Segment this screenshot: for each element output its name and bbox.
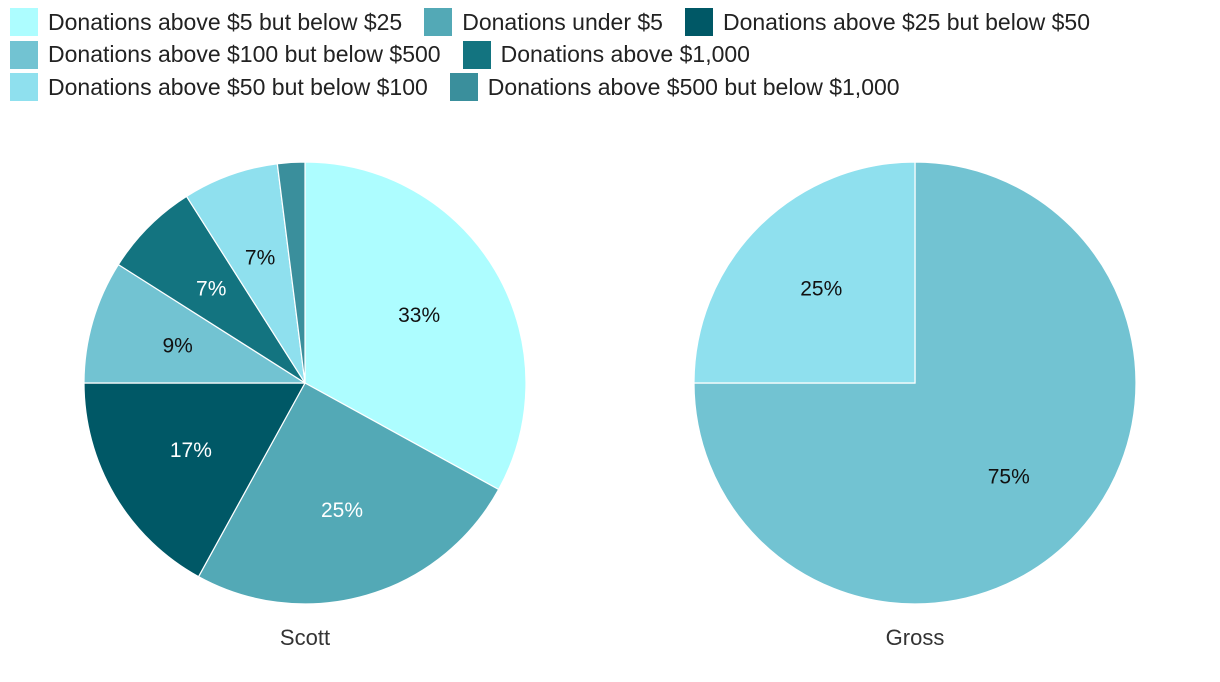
- legend-row: Donations above $50 but below $100 Donat…: [10, 71, 1210, 104]
- legend-item: Donations above $1,000: [462, 40, 750, 69]
- legend-item: Donations above $500 but below $1,000: [449, 73, 900, 102]
- slice-label: 25%: [800, 278, 842, 301]
- slice-label: 17%: [170, 439, 212, 462]
- pie-title: Scott: [280, 625, 330, 650]
- legend-label: Donations above $100 but below $500: [48, 41, 441, 68]
- legend-item: Donations above $50 but below $100: [10, 73, 428, 102]
- slice-label: 7%: [196, 278, 226, 301]
- legend-label: Donations above $500 but below $1,000: [487, 73, 900, 100]
- legend-label: Donations above $50 but below $100: [48, 73, 428, 100]
- legend-swatch: [462, 40, 491, 69]
- legend-swatch: [10, 40, 38, 69]
- pie-slice: [83, 263, 308, 384]
- slice-label: 75%: [988, 465, 1030, 488]
- legend-item: Donations above $100 but below $500: [10, 40, 441, 69]
- legend-swatch: [10, 73, 38, 102]
- pie-slice: [83, 382, 307, 578]
- legend-swatch: [449, 73, 478, 102]
- legend-swatch: [10, 8, 38, 37]
- legend-label: Donations above $5 but below $25: [48, 8, 403, 35]
- pie-slice: [693, 161, 916, 384]
- legend-item: Donations above $25 but below $50: [684, 8, 1090, 37]
- chart-legend: Donations above $5 but below $25 Donatio…: [10, 6, 1210, 104]
- slice-label: 33%: [398, 304, 440, 327]
- slice-label: 7%: [245, 247, 275, 270]
- slice-label: 25%: [321, 499, 363, 522]
- legend-label: Donations under $5: [462, 8, 663, 35]
- pie-slice: [304, 161, 527, 491]
- legend-swatch: [684, 8, 713, 37]
- slice-label: 9%: [162, 335, 192, 358]
- legend-item: Donations above $5 but below $25: [10, 8, 403, 37]
- legend-label: Donations above $25 but below $50: [722, 8, 1090, 35]
- legend-swatch: [424, 8, 453, 37]
- legend-row: Donations above $100 but below $500 Dona…: [10, 39, 1210, 72]
- pie-title: Gross: [886, 625, 945, 650]
- pie-slice: [276, 161, 306, 384]
- legend-row: Donations above $5 but below $25 Donatio…: [10, 6, 1210, 39]
- legend-label: Donations above $1,000: [500, 41, 750, 68]
- pie-slice: [197, 382, 500, 605]
- legend-item: Donations under $5: [424, 8, 663, 37]
- pie-slice: [693, 161, 1137, 605]
